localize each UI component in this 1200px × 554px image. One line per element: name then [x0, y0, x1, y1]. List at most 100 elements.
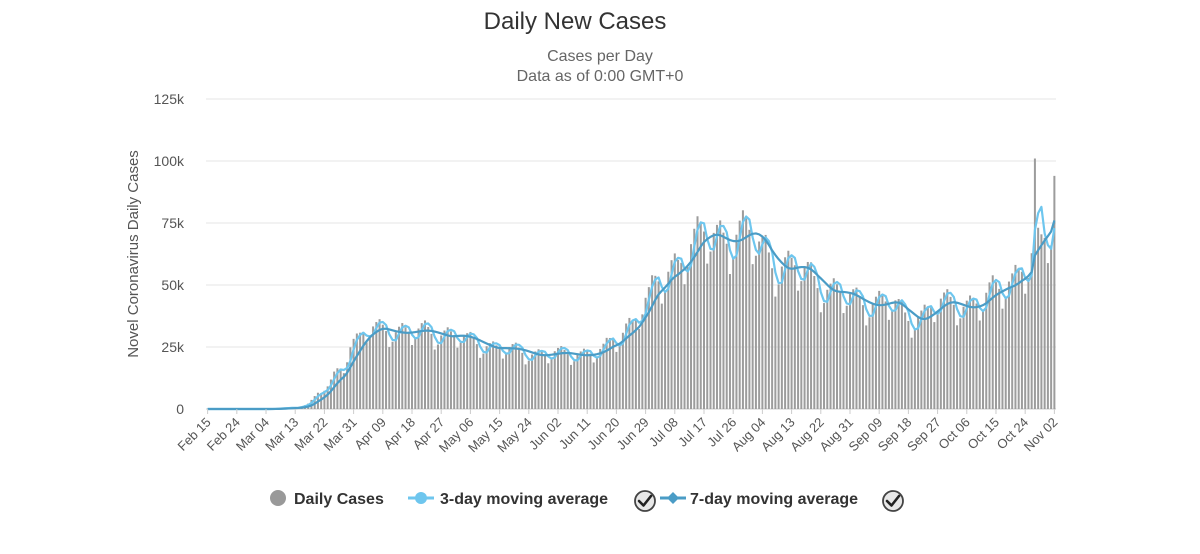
- daily-cases-bar: [1011, 273, 1014, 409]
- daily-cases-bar: [887, 319, 890, 409]
- daily-cases-bar: [398, 326, 401, 409]
- daily-cases-bar: [427, 326, 430, 409]
- legend-3-day-marker-icon: [415, 492, 427, 504]
- chart-title: Daily New Cases: [484, 8, 667, 35]
- daily-cases-bar: [524, 364, 527, 409]
- legend-3-day-label: 3-day moving average: [440, 491, 608, 508]
- legend-daily-cases-marker-icon: [270, 490, 286, 506]
- daily-cases-bar: [1037, 227, 1040, 409]
- daily-cases-bar: [365, 342, 368, 409]
- daily-cases-bar: [848, 294, 851, 409]
- daily-cases-bar: [962, 306, 965, 409]
- daily-cases-bar: [537, 349, 540, 409]
- legend-item-daily-cases[interactable]: Daily Cases: [270, 490, 384, 508]
- daily-cases-bar: [923, 304, 926, 409]
- daily-cases-bar: [391, 341, 394, 409]
- daily-cases-bar: [959, 318, 962, 409]
- daily-cases-bar: [738, 220, 741, 409]
- legend-3-day-checkbox[interactable]: [634, 490, 656, 512]
- daily-cases-bar: [362, 331, 365, 409]
- legend-item-7-day-average[interactable]: 7-day moving average: [660, 491, 858, 508]
- daily-cases-bar: [754, 255, 757, 409]
- daily-cases-bar: [868, 317, 871, 409]
- daily-cases-bar: [952, 304, 955, 409]
- daily-cases-bar: [560, 346, 563, 409]
- daily-cases-bar: [511, 344, 514, 409]
- daily-cases-bar: [664, 291, 667, 409]
- checkmark-icon-tick: [885, 494, 901, 507]
- daily-cases-bar: [784, 257, 787, 409]
- daily-cases-bar: [436, 344, 439, 409]
- daily-cases-bar: [430, 333, 433, 409]
- daily-cases-bar: [456, 347, 459, 409]
- daily-cases-bar: [320, 393, 323, 409]
- daily-cases-bar: [907, 320, 910, 409]
- daily-cases-bar: [505, 353, 508, 409]
- daily-cases-bar: [573, 361, 576, 409]
- daily-cases-bar: [897, 299, 900, 409]
- daily-cases-bar: [498, 348, 501, 409]
- daily-cases-bar: [732, 258, 735, 409]
- daily-cases-bar: [1046, 263, 1049, 409]
- daily-cases-bar: [563, 350, 566, 409]
- daily-cases-bar: [566, 354, 569, 409]
- daily-cases-bar: [443, 330, 446, 409]
- daily-cases-bar: [858, 296, 861, 409]
- daily-cases-bar: [981, 309, 985, 409]
- daily-cases-bar: [774, 296, 777, 409]
- x-tick-label: Mar 31: [321, 415, 360, 454]
- daily-cases-bar: [683, 284, 686, 409]
- daily-cases-bar: [975, 303, 978, 409]
- daily-cases-bar: [956, 325, 959, 409]
- daily-cases-bar: [702, 231, 706, 409]
- daily-cases-bar: [446, 327, 449, 409]
- daily-cases-bar: [336, 368, 339, 409]
- daily-cases-bar: [411, 345, 414, 409]
- daily-cases-bar: [385, 331, 388, 409]
- daily-cases-bar: [988, 282, 991, 409]
- daily-cases-bar: [758, 241, 761, 409]
- daily-cases-bar: [722, 232, 725, 409]
- daily-cases-bar: [748, 229, 751, 409]
- daily-cases-bar: [819, 312, 822, 409]
- daily-cases-bar: [579, 351, 582, 409]
- daily-cases-bar: [342, 373, 345, 409]
- y-tick-label: 50k: [161, 277, 185, 293]
- daily-cases-bar: [660, 303, 663, 409]
- daily-cases-bar: [1043, 237, 1046, 409]
- daily-cases-bar: [842, 313, 845, 409]
- daily-cases-bar: [917, 317, 920, 409]
- daily-cases-bar: [440, 335, 443, 409]
- daily-cases-bar: [323, 390, 326, 409]
- daily-cases-bar: [767, 252, 770, 409]
- daily-cases-bar: [368, 335, 371, 409]
- daily-cases-bar: [638, 328, 641, 409]
- daily-cases-bar: [1007, 281, 1010, 409]
- daily-cases-bar: [495, 345, 498, 409]
- daily-cases-bar: [910, 337, 913, 409]
- x-tick-label: Apr 18: [380, 415, 418, 453]
- legend-7-day-checkbox[interactable]: [882, 490, 904, 512]
- daily-cases-bar: [719, 220, 722, 409]
- daily-cases-bar: [1033, 158, 1036, 409]
- daily-cases-bar: [407, 331, 410, 409]
- daily-cases-bar: [771, 268, 774, 409]
- daily-cases-bar: [628, 317, 631, 409]
- daily-cases-bar: [589, 353, 592, 409]
- daily-cases-bar: [930, 307, 933, 409]
- daily-cases-bar: [836, 284, 839, 409]
- series-line-7-day-moving-average: [207, 220, 1056, 411]
- daily-cases-bar: [547, 363, 550, 409]
- legend-item-3-day-average[interactable]: 3-day moving average: [408, 491, 608, 508]
- daily-cases-bar: [943, 292, 946, 409]
- daily-cases-bar: [712, 232, 715, 409]
- daily-cases-bar: [894, 300, 897, 409]
- daily-cases-bar: [715, 224, 718, 409]
- x-tick-label: Jun 29: [614, 415, 652, 453]
- x-tick-label: Apr 09: [351, 415, 389, 453]
- daily-cases-bar: [845, 305, 848, 409]
- daily-cases-bar: [871, 304, 874, 409]
- daily-cases-bar: [1004, 297, 1007, 409]
- daily-cases-bar: [492, 341, 495, 409]
- daily-cases-bar: [615, 351, 618, 409]
